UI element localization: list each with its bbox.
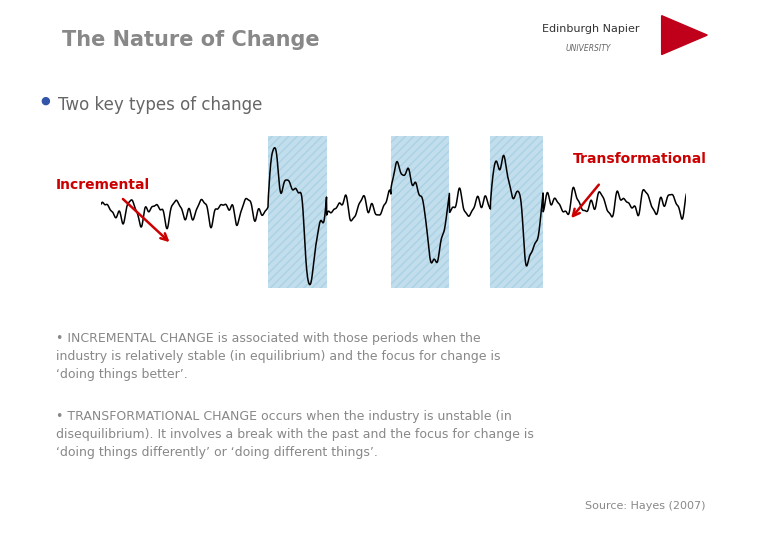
Text: The Nature of Change: The Nature of Change [62, 30, 320, 50]
Bar [268, 136, 327, 288]
Bar [391, 136, 449, 288]
Bar [268, 136, 327, 288]
Bar [391, 136, 449, 288]
Text: ●: ● [41, 96, 50, 106]
Text: Transformational: Transformational [573, 152, 707, 166]
Polygon shape [661, 16, 707, 55]
Text: Source: Hayes (2007): Source: Hayes (2007) [586, 501, 706, 511]
Text: • INCREMENTAL CHANGE is associated with those periods when the
industry is relat: • INCREMENTAL CHANGE is associated with … [56, 332, 501, 381]
Text: • TRANSFORMATIONAL CHANGE occurs when the industry is unstable (in
disequilibriu: • TRANSFORMATIONAL CHANGE occurs when th… [56, 410, 534, 460]
Bar [491, 136, 543, 288]
Bar [491, 136, 543, 288]
Text: Edinburgh Napier: Edinburgh Napier [542, 24, 640, 35]
Text: Incremental: Incremental [56, 178, 151, 192]
Text: Two key types of change: Two key types of change [58, 96, 263, 114]
Text: UNIVERSITY: UNIVERSITY [566, 44, 611, 53]
